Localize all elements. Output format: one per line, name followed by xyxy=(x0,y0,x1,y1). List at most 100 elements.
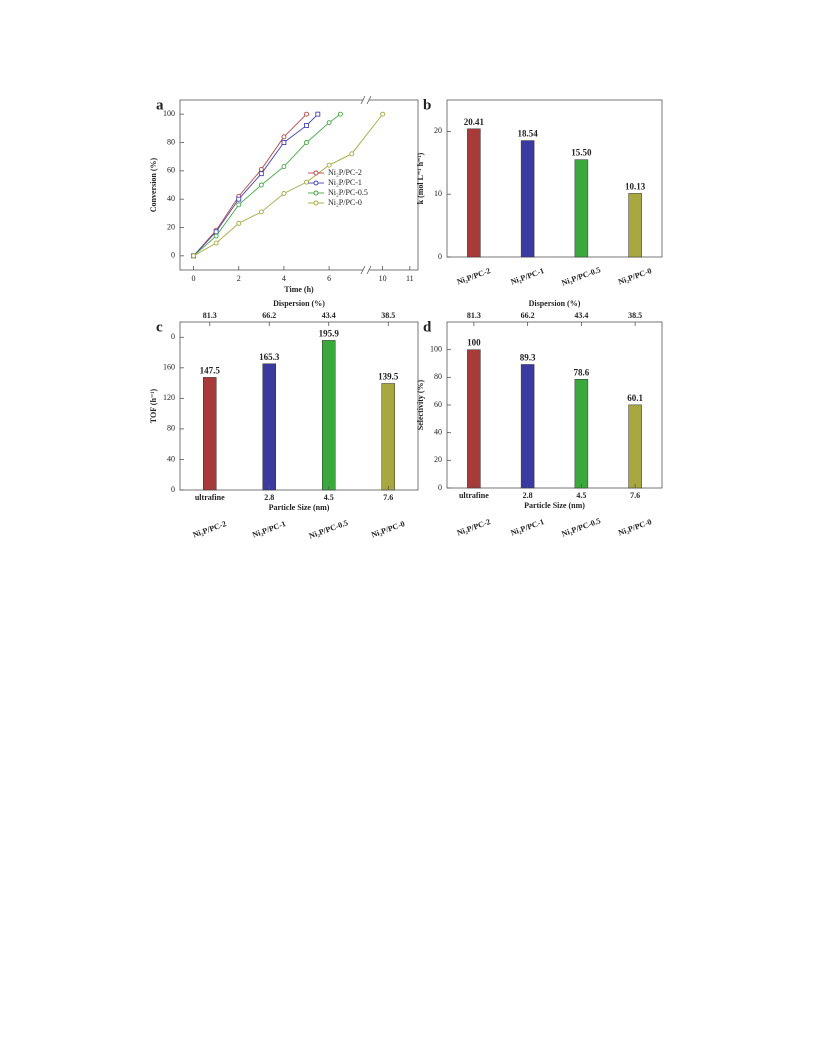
marker xyxy=(213,240,219,246)
marker xyxy=(236,220,242,226)
axis-break-gap xyxy=(363,97,369,103)
x-tick-label: 7.6 xyxy=(630,491,640,500)
y-tick-label: 40 xyxy=(167,454,175,463)
legend-marker xyxy=(313,190,319,196)
y-tick-label: 80 xyxy=(167,424,175,433)
y-tick-label: 0 xyxy=(438,483,442,492)
y-tick-label: 10 xyxy=(434,189,442,198)
x-tick-label: 6 xyxy=(327,274,331,283)
x-tick-label: 2.8 xyxy=(523,491,533,500)
value-label: 139.5 xyxy=(378,372,399,382)
y-axis-label: TOF (h⁻¹) xyxy=(149,388,158,423)
panel-label: b xyxy=(423,97,431,113)
marker xyxy=(380,111,386,117)
bar xyxy=(322,340,336,491)
category-label: Ni₂P/PC-0 xyxy=(370,519,406,539)
marker xyxy=(281,134,287,140)
x-tick-label: ultrafine xyxy=(459,491,489,500)
top-tick-label: 43.4 xyxy=(322,311,336,320)
x-axis-label: Particle Size (nm) xyxy=(524,501,585,510)
top-tick-label: 81.3 xyxy=(203,311,217,320)
x-tick-label: 2 xyxy=(237,274,241,283)
marker xyxy=(304,123,309,128)
marker xyxy=(281,191,287,196)
bar xyxy=(467,349,481,489)
category-label: Ni₂P/PC-2 xyxy=(456,266,492,286)
value-label: 89.3 xyxy=(520,353,536,363)
bar xyxy=(520,140,535,258)
marker xyxy=(304,111,309,117)
legend-label: Ni₂P/PC-1 xyxy=(328,178,362,187)
marker xyxy=(258,209,264,215)
y-tick-label: 40 xyxy=(167,194,175,203)
top-tick-label: 43.4 xyxy=(574,311,588,320)
legend-label: Ni₂P/PC-0 xyxy=(328,198,362,207)
axis-break xyxy=(366,265,372,275)
y-tick-label: 20 xyxy=(434,455,442,464)
marker xyxy=(326,120,332,126)
x-tick-label: 2.8 xyxy=(264,493,274,502)
marker xyxy=(326,162,332,168)
y-tick-label: 0 xyxy=(438,252,442,261)
y-tick-label: 0 xyxy=(171,332,175,341)
legend-marker xyxy=(313,170,319,176)
x-tick-label: ultrafine xyxy=(195,493,225,502)
value-label: 10.13 xyxy=(625,181,646,191)
x-tick-label: 7.6 xyxy=(383,493,393,502)
axis-break xyxy=(360,95,366,105)
marker xyxy=(304,140,309,145)
axis-break-gap xyxy=(363,267,369,273)
top-axis-label: Dispersion (%) xyxy=(529,299,581,308)
marker xyxy=(281,140,287,145)
category-label: Ni₂P/PC-0 xyxy=(617,266,653,286)
category-label: Ni₂P/PC-0.5 xyxy=(308,518,349,540)
marker xyxy=(213,233,219,239)
category-label: Ni₂P/PC-1 xyxy=(509,517,545,537)
legend-label: Ni₂P/PC-0.5 xyxy=(328,188,368,197)
y-axis-label: k (mol L⁻¹ h⁻¹) xyxy=(416,152,425,204)
marker xyxy=(191,253,197,259)
category-label: Ni₂P/PC-1 xyxy=(509,266,545,286)
marker xyxy=(258,166,264,172)
y-tick-label: 0 xyxy=(171,485,175,494)
marker xyxy=(213,229,219,235)
marker xyxy=(281,164,287,170)
category-label: Ni₂P/PC-2 xyxy=(456,517,492,537)
bar xyxy=(203,377,217,491)
marker xyxy=(258,171,264,177)
marker xyxy=(258,182,264,188)
bar xyxy=(574,379,589,489)
x-tick-label: 11 xyxy=(406,274,414,283)
y-tick-label: 100 xyxy=(430,344,442,353)
plot-frame xyxy=(446,99,663,258)
y-tick-label: 120 xyxy=(163,393,175,402)
category-label: Ni₂P/PC-0.5 xyxy=(560,516,601,538)
y-tick-label: 100 xyxy=(163,109,175,118)
y-tick-label: 60 xyxy=(434,400,442,409)
top-tick-label: 81.3 xyxy=(467,311,481,320)
value-label: 147.5 xyxy=(200,365,221,375)
category-label: Ni₂P/PC-2 xyxy=(192,519,228,539)
marker xyxy=(304,179,309,185)
marker xyxy=(349,151,355,157)
y-tick-label: 40 xyxy=(434,427,442,436)
y-tick-label: 80 xyxy=(434,372,442,381)
y-axis-label: Selectivity (%) xyxy=(416,379,425,430)
category-label: Ni₂P/PC-0.5 xyxy=(560,265,601,287)
bar xyxy=(381,383,395,491)
legend-marker xyxy=(313,180,319,186)
panel-label: c xyxy=(156,319,163,335)
panel-label: d xyxy=(423,319,432,335)
legend-marker xyxy=(313,200,319,206)
bar xyxy=(262,363,276,491)
marker xyxy=(236,202,242,208)
x-tick-label: 0 xyxy=(192,274,196,283)
bar xyxy=(628,404,642,489)
top-tick-label: 66.2 xyxy=(262,311,276,320)
bar xyxy=(628,193,642,258)
value-label: 100 xyxy=(467,338,481,348)
x-axis-label: Time (h) xyxy=(284,285,314,294)
series-line xyxy=(193,113,341,257)
x-axis-label: Particle Size (nm) xyxy=(269,503,330,512)
